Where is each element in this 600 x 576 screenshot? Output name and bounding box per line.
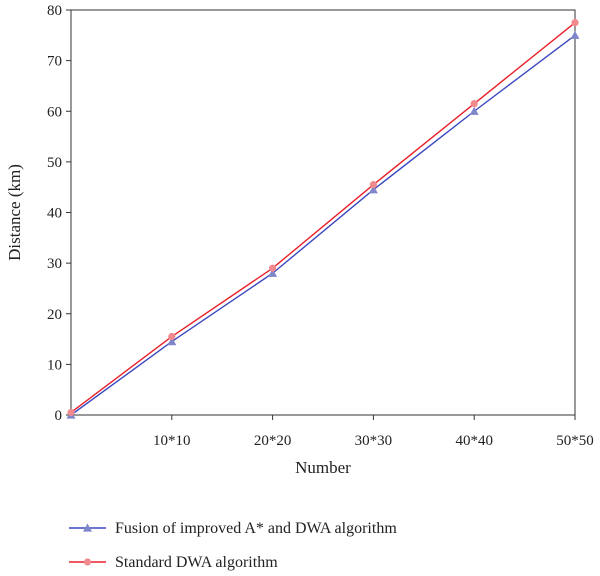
x-tick-label: 50*50 — [556, 433, 594, 449]
legend-item-2: Standard DWA algorithm — [69, 554, 278, 571]
legend-marker — [83, 523, 92, 532]
y-tick-label: 20 — [47, 307, 62, 323]
y-tick-label: 30 — [47, 256, 62, 272]
plot-area — [70, 9, 576, 416]
series-line-2 — [70, 22, 576, 414]
legend-label: Fusion of improved A* and DWA algorithm — [115, 520, 397, 537]
y-axis-ticks: 0 10 20 30 40 50 60 70 80 — [47, 3, 71, 424]
series-2-point — [571, 19, 579, 27]
y-tick-label: 50 — [47, 155, 62, 171]
series-1-point — [570, 30, 580, 39]
y-tick-label: 60 — [47, 104, 62, 120]
series-line-1 — [70, 34, 576, 416]
y-tick-label: 10 — [47, 357, 62, 373]
y-tick-label: 40 — [47, 206, 62, 222]
legend-marker — [83, 558, 92, 566]
series-1-point — [167, 337, 177, 346]
series-2-point — [470, 100, 478, 108]
legend: Fusion of improved A* and DWA algorithm S… — [69, 520, 397, 571]
series-lines — [70, 22, 576, 416]
legend-item-1: Fusion of improved A* and DWA algorithm — [69, 520, 397, 537]
x-tick-label: 30*30 — [355, 433, 393, 449]
y-tick-label: 80 — [47, 3, 62, 19]
x-tick-label: 10*10 — [153, 433, 191, 449]
series-2-point — [269, 264, 277, 272]
series-1-point — [469, 106, 479, 115]
legend-label: Standard DWA algorithm — [115, 554, 278, 571]
plot-frame — [70, 9, 576, 416]
series-1-point — [268, 268, 278, 277]
x-axis-ticks: 10*10 20*20 30*30 40*40 50*50 — [153, 415, 594, 449]
x-axis-title: Number — [295, 458, 351, 477]
y-tick-label: 0 — [55, 408, 63, 424]
y-tick-label: 70 — [47, 54, 62, 70]
x-tick-label: 20*20 — [254, 433, 292, 449]
series-1-point — [368, 185, 378, 194]
series-2-point — [67, 408, 75, 417]
x-tick-label: 40*40 — [455, 433, 493, 449]
series-2-point — [168, 332, 176, 341]
series-markers — [66, 19, 580, 419]
series-2-point — [369, 181, 377, 189]
y-axis-title: Distance (km) — [5, 164, 24, 261]
